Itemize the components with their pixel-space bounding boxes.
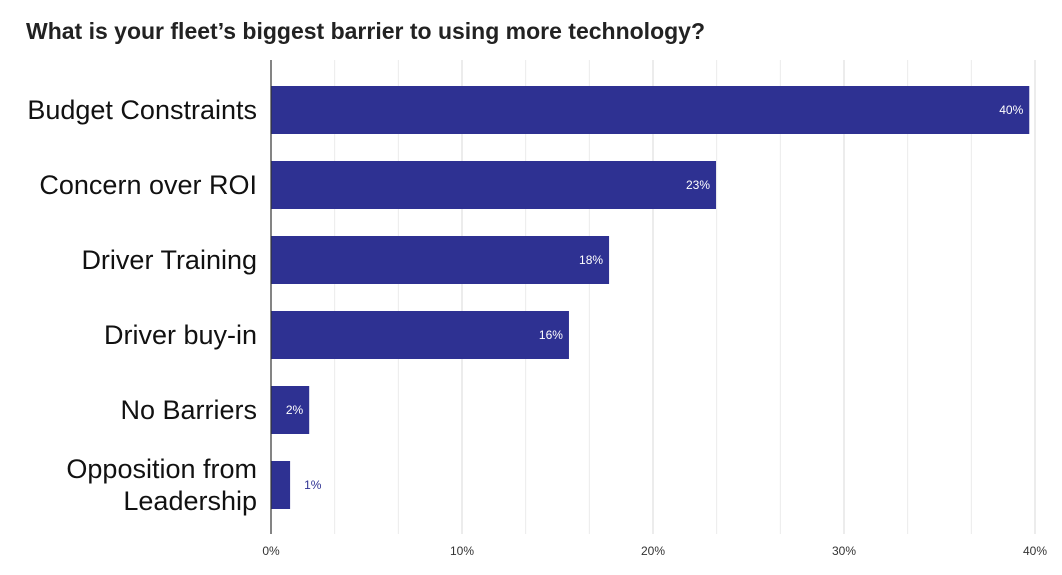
- data-label: 23%: [686, 178, 710, 192]
- data-label: 40%: [999, 103, 1023, 117]
- bar: [271, 86, 1030, 134]
- category-label: Driver buy-in: [104, 320, 257, 350]
- gridlines: [334, 60, 1036, 534]
- category-label: Opposition from: [66, 454, 257, 484]
- data-label: 18%: [579, 253, 603, 267]
- x-tick-label: 30%: [832, 544, 856, 558]
- x-tick-label: 10%: [450, 544, 474, 558]
- labels: 40% Budget Constraints 23% Concern over ROI…: [27, 95, 1047, 558]
- bar: [271, 161, 717, 209]
- data-label: 2%: [286, 403, 304, 417]
- bars: [271, 86, 1030, 509]
- data-label: 1%: [304, 478, 322, 492]
- x-tick-label: 40%: [1023, 544, 1047, 558]
- category-label: Leadership: [123, 486, 257, 516]
- category-label: Budget Constraints: [27, 95, 257, 125]
- bar: [271, 386, 310, 434]
- x-tick-label: 20%: [641, 544, 665, 558]
- category-label: No Barriers: [120, 395, 257, 425]
- category-label: Driver Training: [81, 245, 257, 275]
- category-label: Concern over ROI: [39, 170, 257, 200]
- chart-title: What is your fleet’s biggest barrier to …: [26, 18, 706, 44]
- bar: [271, 461, 291, 509]
- bar: [271, 236, 610, 284]
- data-label: 16%: [539, 328, 563, 342]
- x-tick-label: 0%: [262, 544, 280, 558]
- bar: [271, 311, 569, 359]
